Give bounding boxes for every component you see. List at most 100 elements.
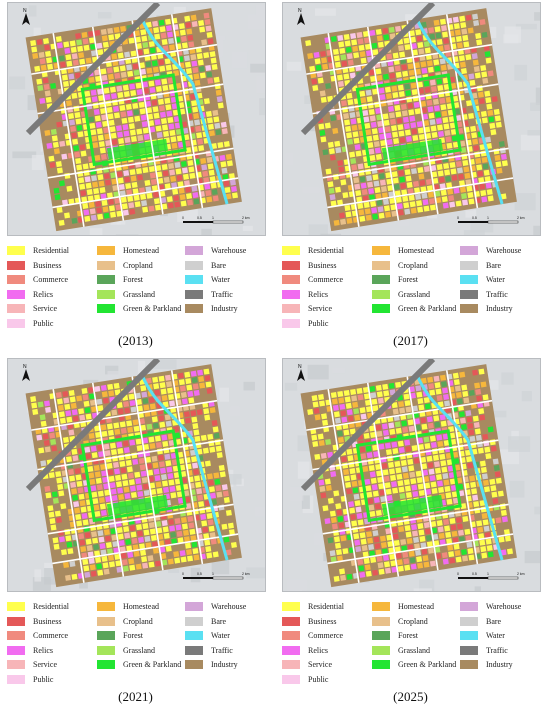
legend-item: Green & Parkland <box>372 658 456 671</box>
scale-bar: 0 0.5 1 2 km <box>457 572 525 580</box>
scale-tick: 0.5 <box>197 572 202 576</box>
legend-swatch <box>7 660 25 669</box>
legend-label: Business <box>308 260 337 270</box>
legend-label: Industry <box>486 660 513 669</box>
legend-label: Residential <box>33 602 69 611</box>
legend-swatch <box>372 246 390 255</box>
legend-item: Green & Parkland <box>372 302 456 315</box>
scale-tick: 0.5 <box>472 216 477 220</box>
legend-swatch <box>97 645 115 655</box>
legend-label: Business <box>33 260 62 270</box>
scale-tick: 0.5 <box>472 572 477 576</box>
scale-tick: 0 <box>457 572 459 576</box>
legend-item: Public <box>282 673 328 686</box>
legend-item: Homestead <box>97 600 159 613</box>
legend-swatch <box>372 289 390 299</box>
legend-label: Homestead <box>123 246 159 255</box>
legend-item: Forest <box>372 629 418 642</box>
north-arrow-icon: N <box>297 8 305 25</box>
legend-label: Traffic <box>486 645 508 655</box>
legend-swatch <box>372 304 390 313</box>
legend-swatch <box>7 246 25 255</box>
legend-item: Water <box>460 629 505 642</box>
legend-swatch <box>7 602 25 611</box>
north-label: N <box>298 8 302 14</box>
legend-label: Forest <box>123 275 143 284</box>
legend-label: Homestead <box>123 602 159 611</box>
legend-label: Commerce <box>308 275 344 284</box>
legend-item: Business <box>282 615 336 628</box>
legend-label: Cropland <box>398 260 428 270</box>
legend-item: Public <box>7 673 53 686</box>
land-use-map: N 0 0.5 1 2 km <box>282 358 541 592</box>
legend-item: Commerce <box>282 273 343 286</box>
legend-item: Business <box>282 259 336 272</box>
legend-swatch <box>7 318 25 328</box>
legend-item: Industry <box>460 302 513 315</box>
scale-tick: 0 <box>182 572 184 576</box>
legend-item: Industry <box>185 658 238 671</box>
legend-item: Traffic <box>185 288 233 301</box>
legend-label: Grassland <box>123 289 155 299</box>
legend-swatch <box>7 674 25 684</box>
legend-item: Homestead <box>372 600 434 613</box>
legend-item: Commerce <box>7 629 68 642</box>
legend-swatch <box>460 246 478 255</box>
legend-label: Commerce <box>308 631 344 640</box>
legend-item: Relics <box>282 288 328 301</box>
legend-label: Relics <box>33 645 53 655</box>
legend-label: Business <box>308 616 337 626</box>
legend-label: Commerce <box>33 275 69 284</box>
legend-item: Industry <box>460 658 513 671</box>
legend: Residential Business Commerce Relics Service… <box>7 600 264 686</box>
legend-item: Service <box>7 302 57 315</box>
land-use-zone <box>300 364 517 588</box>
legend-swatch <box>185 631 203 640</box>
land-use-map: N 0 0.5 1 2 km <box>7 2 266 236</box>
legend-item: Residential <box>7 600 69 613</box>
legend-item: Cropland <box>372 615 428 628</box>
north-arrow-icon: N <box>22 364 30 381</box>
legend-item: Residential <box>282 244 344 257</box>
legend-swatch <box>460 645 478 655</box>
legend-label: Bare <box>211 616 227 626</box>
legend-label: Warehouse <box>211 602 247 611</box>
scale-tick: 2 km <box>242 216 250 220</box>
legend-item: Cropland <box>97 615 153 628</box>
legend-item: Warehouse <box>185 600 246 613</box>
legend-item: Relics <box>7 288 53 301</box>
legend-swatch <box>185 602 203 611</box>
legend-label: Water <box>486 275 505 284</box>
legend-swatch <box>97 246 115 255</box>
legend-swatch <box>282 289 300 299</box>
legend-item: Grassland <box>97 644 155 657</box>
legend-label: Water <box>211 631 230 640</box>
scale-tick: 2 km <box>517 572 525 576</box>
legend-label: Business <box>33 616 62 626</box>
legend-item: Traffic <box>185 644 233 657</box>
year-label: (2013) <box>118 333 153 348</box>
legend-swatch <box>282 304 300 313</box>
legend: Residential Business Commerce Relics Service… <box>282 600 539 686</box>
legend-item: Grassland <box>372 288 430 301</box>
legend-item: Bare <box>185 615 226 628</box>
legend-label: Traffic <box>211 645 233 655</box>
legend-label: Public <box>33 674 54 684</box>
legend-label: Industry <box>211 660 238 669</box>
legend-swatch <box>372 645 390 655</box>
legend-swatch <box>97 616 115 626</box>
scale-tick: 0 <box>457 216 459 220</box>
legend-swatch <box>372 275 390 284</box>
north-label: N <box>23 8 27 14</box>
legend-label: Traffic <box>486 289 508 299</box>
legend-label: Water <box>211 275 230 284</box>
legend-swatch <box>7 616 25 626</box>
legend-item: Cropland <box>97 259 153 272</box>
legend-swatch <box>97 660 115 669</box>
legend-swatch <box>97 260 115 270</box>
north-label: N <box>298 364 302 370</box>
scale-tick: 2 km <box>242 572 250 576</box>
north-label: N <box>23 364 27 370</box>
legend-label: Relics <box>33 289 53 299</box>
legend-swatch <box>185 260 203 270</box>
